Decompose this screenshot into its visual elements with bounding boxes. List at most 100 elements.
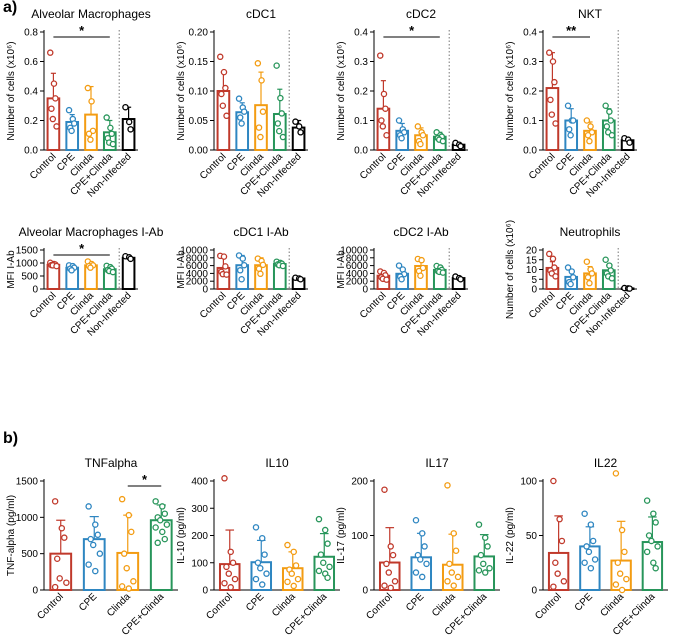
- data-point: [48, 105, 55, 112]
- data-point: [383, 560, 390, 568]
- data-point: [418, 256, 425, 264]
- data-point: [53, 262, 60, 270]
- data-point: [108, 130, 116, 138]
- data-point: [161, 510, 169, 517]
- data-point: [554, 570, 561, 577]
- data-point: [450, 530, 457, 537]
- data-point: [259, 108, 267, 115]
- data-point: [259, 261, 267, 269]
- data-point: [480, 560, 487, 568]
- y-tick-label: 0.10: [189, 87, 209, 98]
- data-point: [161, 535, 169, 543]
- data-point: [87, 136, 94, 143]
- data-point: [51, 498, 59, 505]
- data-point: [156, 516, 164, 524]
- data-point: [235, 95, 243, 102]
- data-point: [118, 583, 126, 590]
- data-point: [84, 84, 92, 92]
- data-point: [546, 49, 553, 56]
- data-point: [564, 264, 572, 271]
- data-point: [152, 498, 159, 505]
- y-tick-label: 6000: [186, 261, 209, 272]
- data-point: [278, 110, 286, 117]
- data-point: [56, 575, 63, 582]
- data-point: [219, 102, 227, 110]
- data-point: [258, 534, 266, 542]
- data-point: [87, 535, 94, 543]
- data-point: [380, 90, 388, 98]
- y-tick-label: 0: [202, 285, 208, 296]
- y-axis-label: IL-22 (pg/ml): [505, 507, 516, 564]
- data-point: [650, 559, 657, 567]
- data-point: [127, 126, 134, 133]
- data-point: [608, 275, 616, 282]
- chart-title: cDC1 I-Ab: [233, 225, 289, 239]
- data-point: [315, 567, 323, 575]
- y-tick-label: 8000: [186, 253, 209, 264]
- data-point: [643, 548, 651, 556]
- data-point: [616, 570, 624, 577]
- data-point: [118, 495, 126, 503]
- data-point: [621, 548, 628, 556]
- data-point: [94, 531, 102, 539]
- data-point: [279, 262, 287, 270]
- y-tick-label: 2000: [186, 277, 209, 288]
- data-point: [58, 524, 66, 532]
- y-tick-label: 1000: [16, 259, 39, 270]
- data-point: [47, 49, 54, 56]
- x-tick-label: Control: [364, 591, 395, 622]
- y-axis-label: TNF-alpha (pg/ml): [6, 495, 17, 576]
- data-point: [122, 103, 129, 111]
- y-axis-label: Number of cells (x10⁶): [176, 41, 187, 140]
- y-tick-label: 4000: [186, 269, 209, 280]
- data-point: [444, 578, 451, 585]
- y-tick-label: 0.4: [24, 87, 38, 98]
- data-point: [654, 543, 661, 550]
- data-point: [550, 477, 557, 485]
- y-axis-label: Number of cells (x10⁶): [6, 41, 17, 140]
- data-point: [53, 123, 60, 130]
- y-tick-label: 100: [351, 531, 368, 542]
- data-point: [89, 541, 97, 549]
- y-tick-label: 6000: [346, 261, 369, 272]
- data-point: [125, 585, 133, 592]
- data-point: [448, 569, 456, 576]
- y-tick-label: 0.4: [523, 28, 537, 39]
- data-point: [252, 575, 260, 583]
- y-axis-label: Number of cells (x10⁶): [505, 220, 516, 319]
- y-axis-label: IL-17 (pg/ml): [336, 507, 347, 564]
- chart-3: cDC2 Number of cells (x10⁶) 0.0 0.1 0.2 0.3 0.…: [336, 7, 468, 200]
- data-point: [61, 534, 68, 541]
- y-tick-label: 200: [351, 477, 368, 488]
- data-point: [220, 68, 228, 76]
- data-point: [567, 280, 574, 288]
- x-tick-label: Control: [35, 591, 66, 622]
- y-tick-label: 0: [202, 586, 208, 597]
- y-tick-label: 0.3: [523, 57, 537, 68]
- data-point: [586, 137, 593, 145]
- significance-marker: **: [566, 23, 577, 38]
- data-point: [391, 578, 399, 585]
- data-point: [88, 98, 95, 105]
- chart-9: TNFalpha TNF-alpha (pg/ml) 0 500 1000 1500 Con…: [6, 456, 178, 638]
- data-point: [567, 131, 574, 139]
- data-point: [412, 516, 420, 524]
- x-tick-label: Clinda: [430, 591, 458, 619]
- data-point: [608, 131, 616, 139]
- data-point: [587, 564, 595, 572]
- bar: [121, 256, 136, 290]
- chart-title: IL22: [594, 456, 618, 470]
- data-point: [421, 543, 428, 550]
- data-point: [486, 564, 493, 572]
- data-point: [606, 108, 613, 115]
- y-axis-label: MFI I-Ab: [176, 250, 187, 289]
- data-point: [284, 578, 291, 586]
- data-point: [444, 482, 451, 489]
- y-tick-label: 400: [191, 477, 208, 488]
- data-point: [261, 551, 268, 558]
- data-point: [603, 123, 611, 130]
- data-point: [324, 574, 331, 581]
- data-point: [85, 130, 93, 138]
- data-point: [317, 551, 325, 558]
